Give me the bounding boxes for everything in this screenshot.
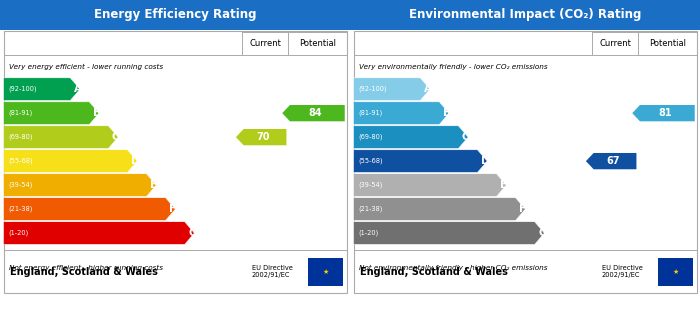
Polygon shape <box>4 102 99 124</box>
Text: (21-38): (21-38) <box>8 206 33 212</box>
Text: EU Directive
2002/91/EC: EU Directive 2002/91/EC <box>602 265 643 278</box>
Text: (69-80): (69-80) <box>8 134 34 140</box>
Text: G: G <box>538 228 547 238</box>
Text: (55-68): (55-68) <box>8 158 34 164</box>
Text: (81-91): (81-91) <box>8 110 33 117</box>
Polygon shape <box>354 102 449 124</box>
Text: Current: Current <box>249 39 281 48</box>
Text: ★: ★ <box>323 269 328 275</box>
Text: 70: 70 <box>256 132 270 142</box>
Text: Very energy efficient - lower running costs: Very energy efficient - lower running co… <box>8 63 163 70</box>
Polygon shape <box>586 153 636 169</box>
Text: (21-38): (21-38) <box>358 206 383 212</box>
Text: B: B <box>443 108 451 118</box>
Polygon shape <box>4 150 137 173</box>
Text: Potential: Potential <box>649 39 686 48</box>
Polygon shape <box>632 105 694 121</box>
Bar <box>658 258 693 286</box>
Text: Current: Current <box>599 39 631 48</box>
Polygon shape <box>4 174 156 197</box>
Bar <box>308 258 343 286</box>
Text: G: G <box>188 228 197 238</box>
Text: (92-100): (92-100) <box>8 86 37 92</box>
Text: E: E <box>500 180 507 190</box>
Text: C: C <box>112 132 120 142</box>
Text: Potential: Potential <box>299 39 336 48</box>
Text: England, Scotland & Wales: England, Scotland & Wales <box>360 267 508 277</box>
Text: 67: 67 <box>606 156 620 166</box>
Bar <box>4 32 346 293</box>
Text: Environmental Impact (CO₂) Rating: Environmental Impact (CO₂) Rating <box>409 9 641 21</box>
Text: F: F <box>519 204 526 214</box>
Text: (39-54): (39-54) <box>358 182 383 188</box>
Polygon shape <box>354 126 468 148</box>
Bar <box>354 32 696 293</box>
Text: B: B <box>93 108 101 118</box>
Polygon shape <box>354 222 545 244</box>
Text: C: C <box>462 132 470 142</box>
Text: (55-68): (55-68) <box>358 158 384 164</box>
Text: 81: 81 <box>659 108 672 118</box>
Text: D: D <box>481 156 489 166</box>
Text: ★: ★ <box>673 269 678 275</box>
Text: Not energy efficient - higher running costs: Not energy efficient - higher running co… <box>8 265 162 271</box>
Text: (1-20): (1-20) <box>358 230 379 236</box>
Polygon shape <box>354 78 430 100</box>
Text: Very environmentally friendly - lower CO₂ emissions: Very environmentally friendly - lower CO… <box>358 63 547 70</box>
Text: (39-54): (39-54) <box>8 182 33 188</box>
Polygon shape <box>354 198 526 220</box>
Polygon shape <box>4 78 80 100</box>
Text: (81-91): (81-91) <box>358 110 383 117</box>
Text: D: D <box>131 156 139 166</box>
Bar <box>0 0 350 30</box>
Text: E: E <box>150 180 158 190</box>
Text: A: A <box>74 84 82 94</box>
Polygon shape <box>354 150 487 173</box>
Text: F: F <box>169 204 176 214</box>
Polygon shape <box>4 198 176 220</box>
Text: EU Directive
2002/91/EC: EU Directive 2002/91/EC <box>252 265 293 278</box>
Text: 84: 84 <box>309 108 322 118</box>
Text: (1-20): (1-20) <box>8 230 29 236</box>
Text: (92-100): (92-100) <box>358 86 387 92</box>
Text: A: A <box>424 84 432 94</box>
Bar <box>350 0 700 30</box>
Text: Not environmentally friendly - higher CO₂ emissions: Not environmentally friendly - higher CO… <box>358 265 547 271</box>
Polygon shape <box>354 174 506 197</box>
Polygon shape <box>4 222 195 244</box>
Text: England, Scotland & Wales: England, Scotland & Wales <box>10 267 158 277</box>
Text: Energy Efficiency Rating: Energy Efficiency Rating <box>94 9 256 21</box>
Polygon shape <box>4 126 118 148</box>
Text: (69-80): (69-80) <box>358 134 384 140</box>
Polygon shape <box>282 105 344 121</box>
Polygon shape <box>236 129 286 145</box>
